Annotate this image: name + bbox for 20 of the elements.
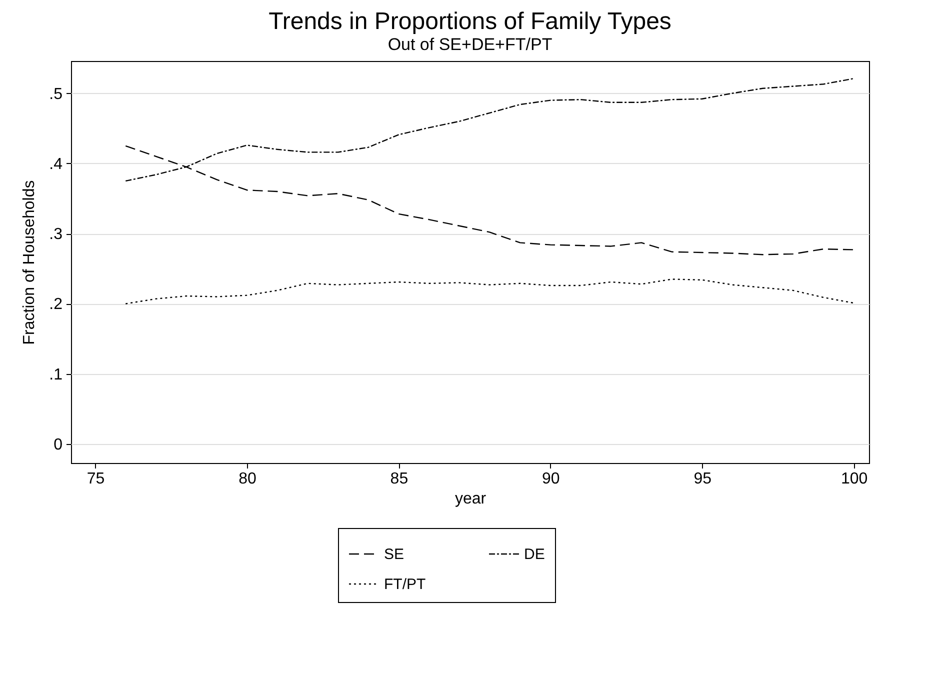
x-tick-label: 80 — [238, 470, 256, 488]
legend-label: FT/PT — [384, 576, 426, 593]
y-tick-label: .4 — [49, 156, 63, 173]
y-tick-label: 0 — [54, 436, 63, 454]
y-tick-label: .3 — [49, 226, 63, 244]
legend-label: SE — [384, 546, 404, 563]
x-tick-label: 75 — [86, 470, 105, 488]
y-tick-label: .2 — [49, 296, 63, 314]
x-tick-label: 100 — [840, 470, 868, 488]
y-tick-label: .1 — [49, 366, 63, 384]
x-tick-label: 95 — [694, 470, 712, 488]
x-tick-label: 90 — [542, 470, 560, 488]
line-series — [125, 278, 854, 304]
x-axis-title: year — [454, 490, 487, 508]
x-tick-label: 85 — [390, 470, 408, 488]
chart-title: Trends in Proportions of Family Types — [268, 8, 672, 35]
chart-subtitle: Out of SE+DE+FT/PT — [388, 35, 552, 54]
y-tick-label: .5 — [49, 86, 63, 103]
legend-label: DE — [524, 546, 545, 563]
y-axis-title: Fraction of Households — [21, 180, 38, 345]
